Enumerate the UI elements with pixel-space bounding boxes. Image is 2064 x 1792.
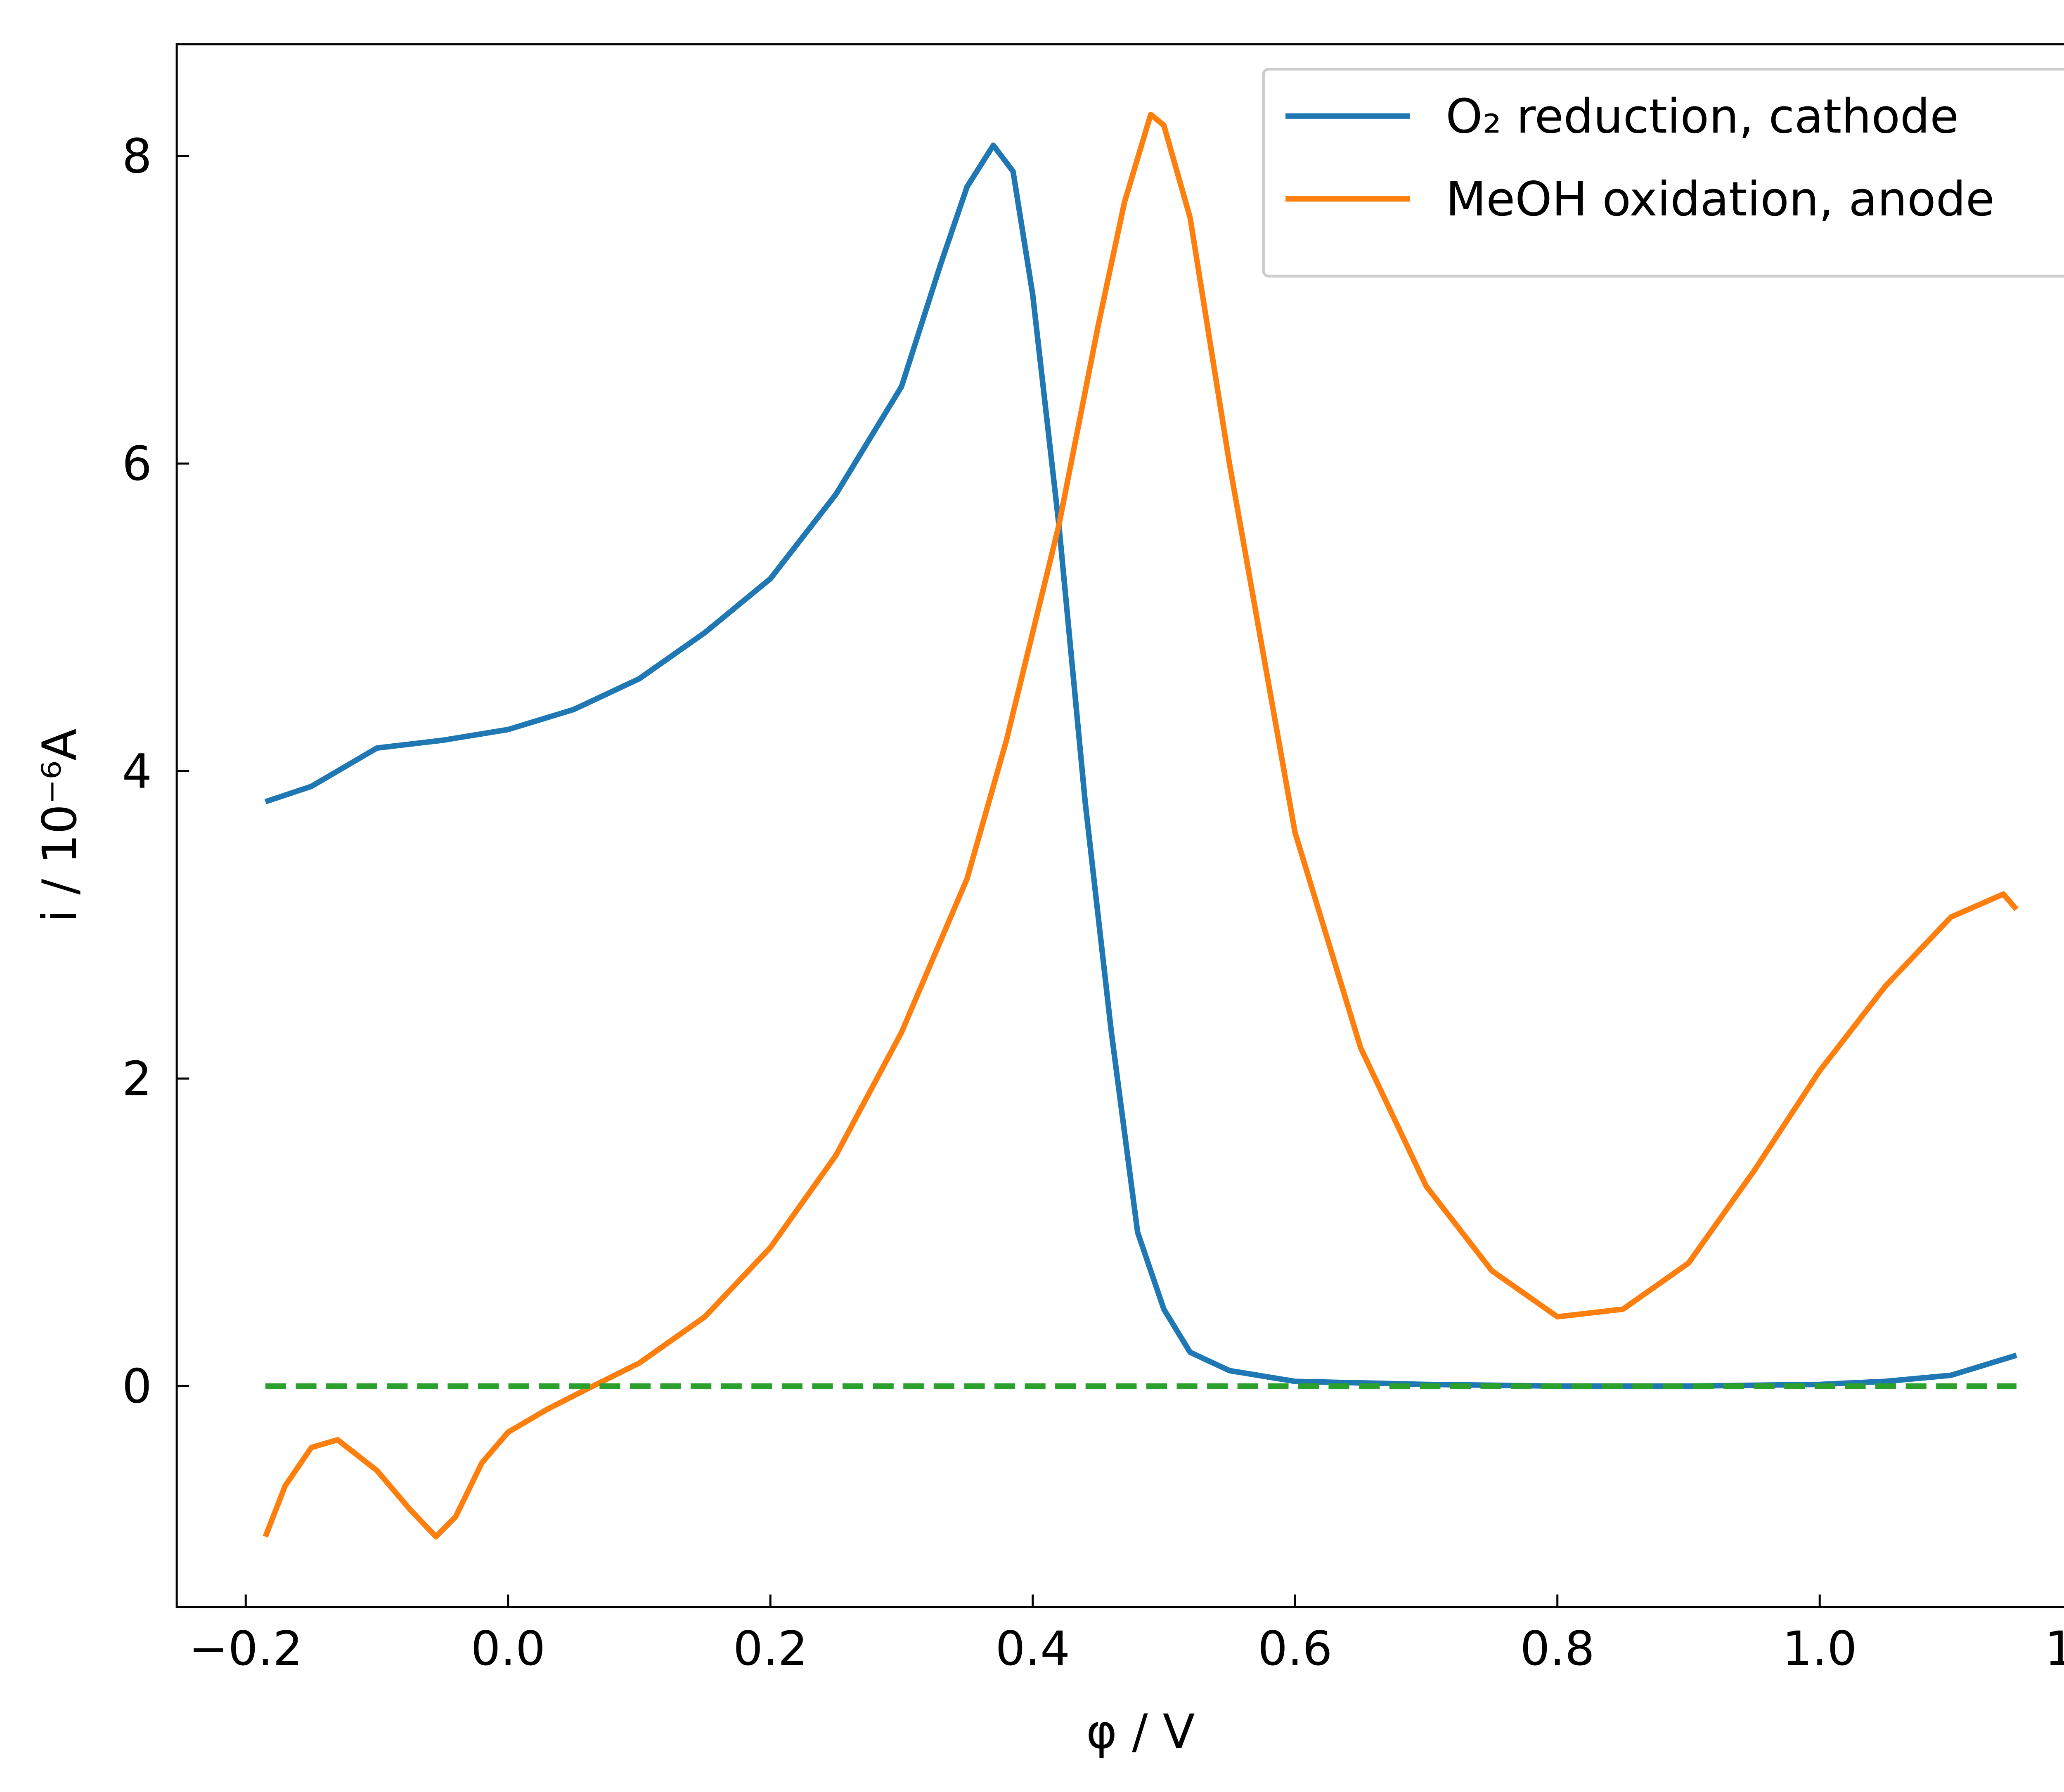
x-tick-label: −0.2 <box>189 1621 303 1676</box>
y-tick-label: 2 <box>122 1051 152 1106</box>
y-axis-label: i / 10⁻⁶A <box>32 728 87 922</box>
legend-label: O₂ reduction, cathode <box>1446 89 1959 144</box>
legend-label: MeOH oxidation, anode <box>1446 172 1995 227</box>
x-tick-label: 0.0 <box>471 1621 545 1676</box>
x-tick-label: 0.6 <box>1258 1621 1333 1676</box>
y-tick-label: 4 <box>122 744 152 799</box>
x-tick-label: 0.2 <box>733 1621 808 1676</box>
y-tick-label: 8 <box>122 129 152 184</box>
x-tick-label: 0.8 <box>1520 1621 1595 1676</box>
y-tick-label: 6 <box>122 436 152 491</box>
legend-box <box>1262 68 2064 278</box>
x-axis-label: φ / V <box>1086 1704 1195 1759</box>
x-tick-label: 1.0 <box>1782 1621 1857 1676</box>
x-tick-label: 1.2 <box>2045 1621 2064 1676</box>
series-line <box>264 142 2017 1389</box>
plot-frame <box>175 43 2064 1608</box>
series-line <box>263 111 2019 1540</box>
x-tick-label: 0.4 <box>995 1621 1070 1676</box>
y-tick-label: 0 <box>122 1359 152 1414</box>
